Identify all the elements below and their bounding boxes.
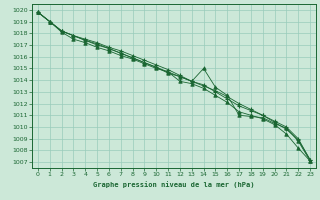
- X-axis label: Graphe pression niveau de la mer (hPa): Graphe pression niveau de la mer (hPa): [93, 181, 255, 188]
